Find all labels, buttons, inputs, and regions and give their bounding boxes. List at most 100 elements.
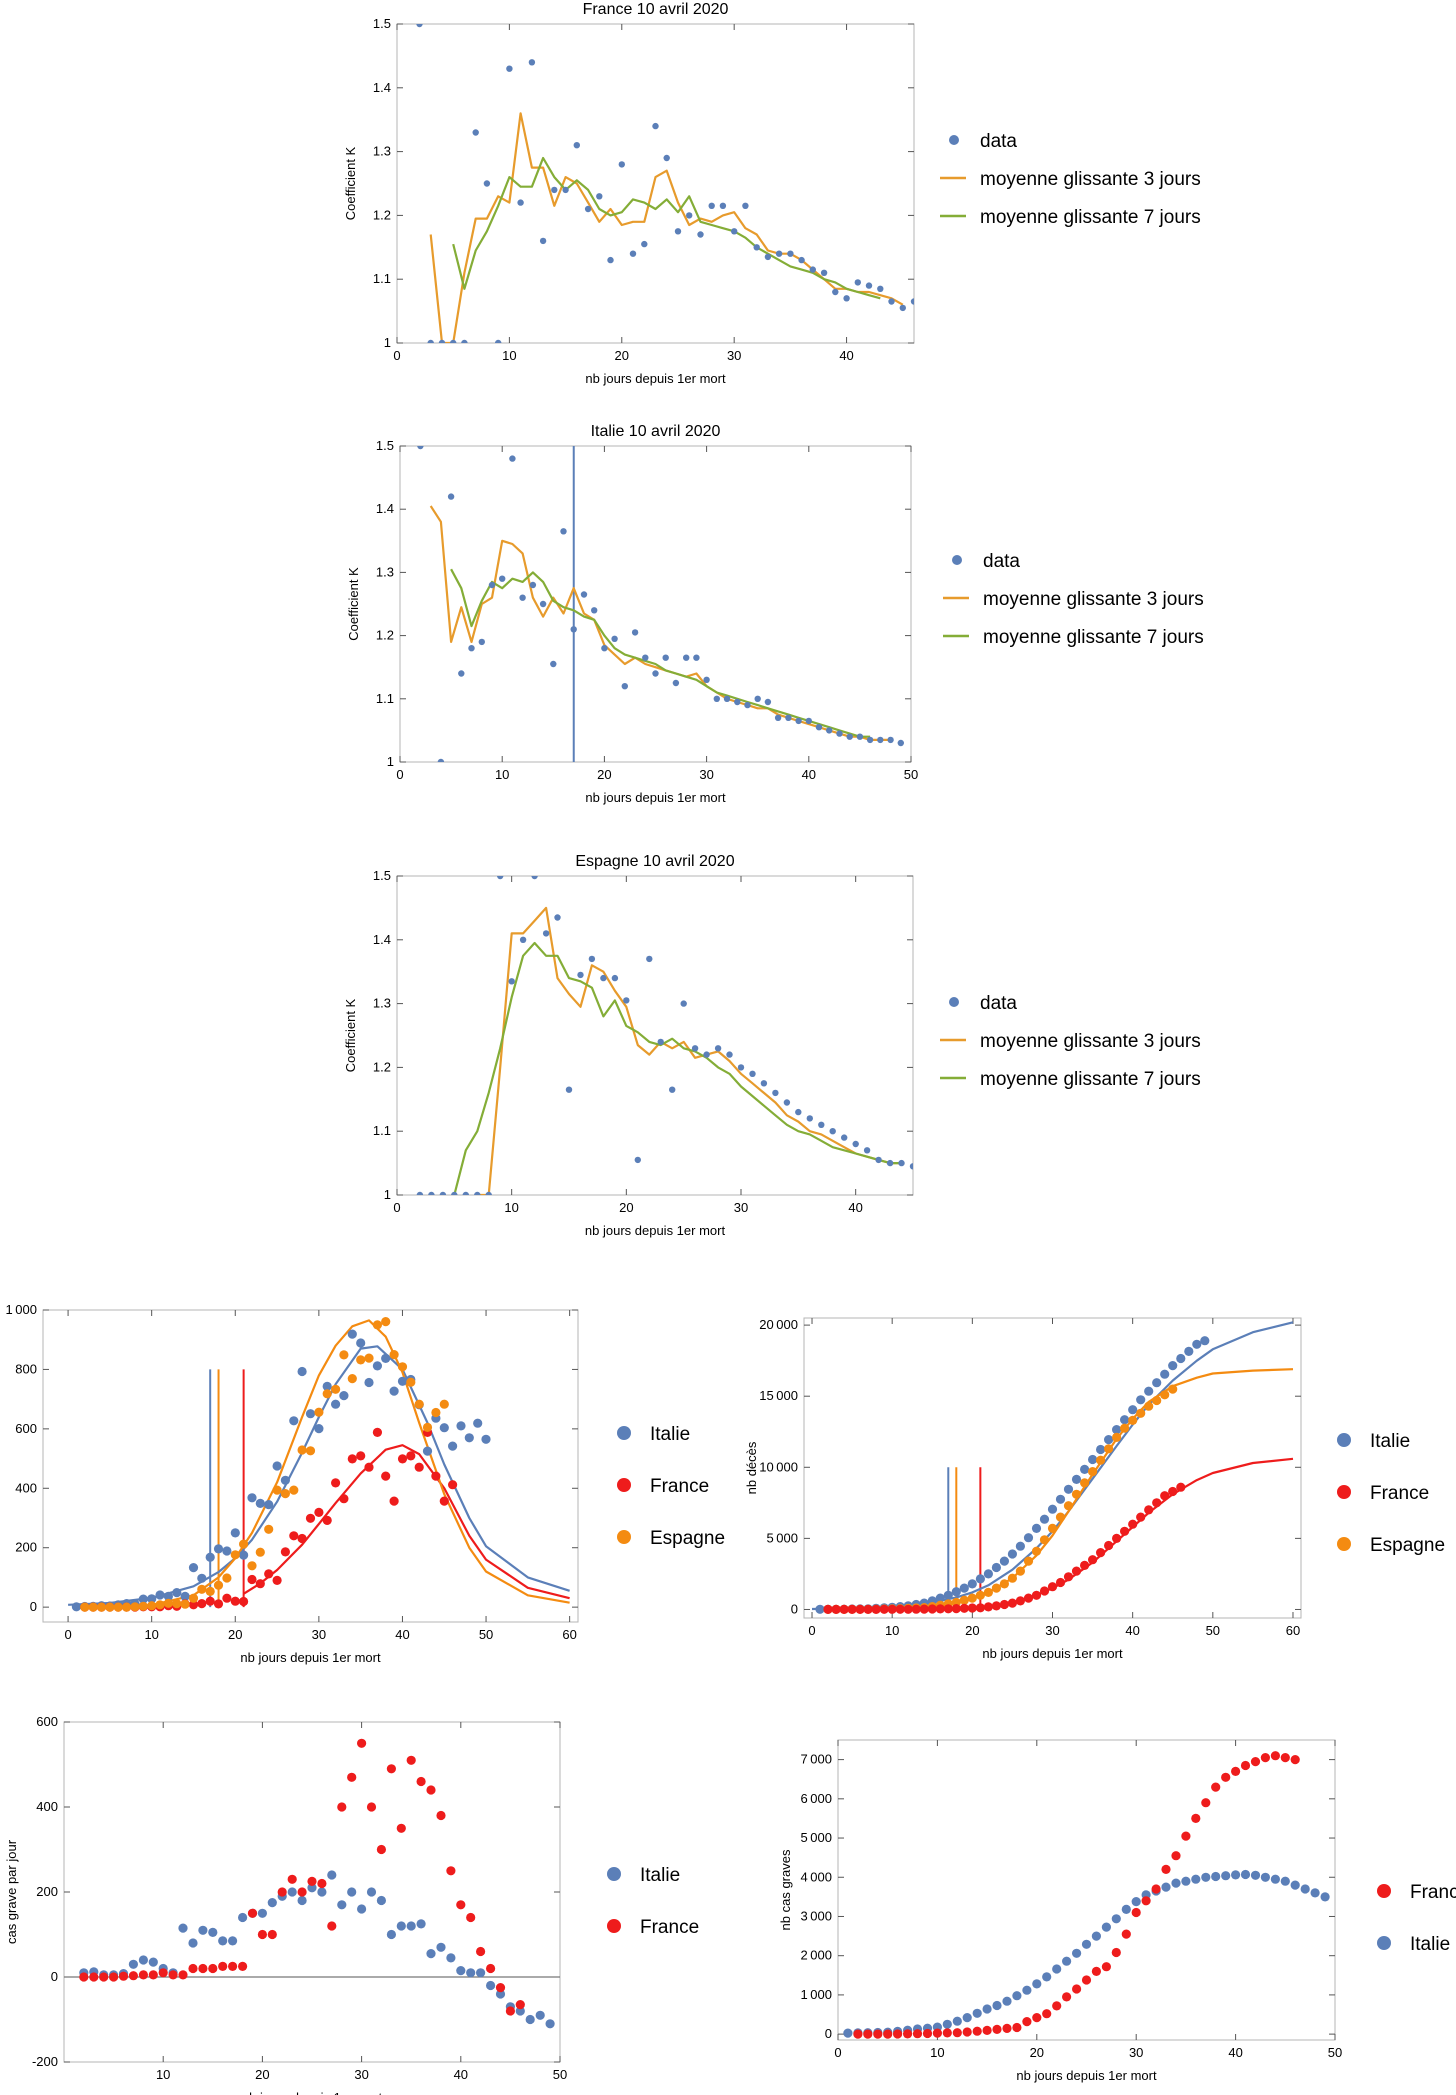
data-point-data — [631, 629, 639, 636]
y-tick-label: 600 — [36, 1714, 58, 1729]
data-point-france — [1032, 2013, 1042, 2023]
data-point-france — [158, 1968, 168, 1978]
data-point-italie — [1039, 1514, 1050, 1524]
data-point-france — [1096, 1548, 1106, 1558]
data-point-espagne — [967, 1593, 977, 1603]
data-point-espagne — [372, 1320, 382, 1330]
data-point-espagne — [147, 1601, 157, 1611]
data-point-france — [267, 1929, 277, 1940]
legend-swatch-france — [607, 1919, 621, 1933]
data-point-france — [439, 1496, 449, 1506]
data-point-italie — [439, 1423, 449, 1433]
plot-frame — [42, 1309, 579, 1623]
data-point-data — [601, 645, 608, 652]
data-point-france — [962, 2027, 972, 2037]
data-point-france — [903, 1604, 913, 1614]
data-point-data — [697, 231, 704, 238]
data-point-france — [205, 1596, 215, 1606]
data-point-france — [307, 1876, 317, 1886]
data-point-italie — [1091, 1931, 1101, 1941]
data-point-data — [509, 455, 516, 462]
data-point-italie — [297, 1366, 307, 1377]
data-point-italie — [238, 1912, 248, 1923]
data-point-data — [683, 654, 690, 661]
legend-swatch-france — [1377, 1884, 1391, 1898]
data-point-france — [839, 1604, 849, 1614]
data-point-italie — [356, 1338, 366, 1348]
data-point-france — [366, 1802, 377, 1812]
y-tick-label: 600 — [15, 1421, 37, 1436]
data-point-france — [79, 1972, 89, 1982]
data-point-italie — [1171, 1878, 1181, 1888]
data-point-france — [1231, 1766, 1241, 1776]
data-point-france — [903, 2029, 913, 2039]
data-point-data — [519, 936, 527, 943]
data-point-france — [178, 1970, 188, 1980]
data-point-espagne — [1168, 1384, 1178, 1394]
data-point-data — [554, 914, 561, 921]
data-point-italie — [239, 1550, 249, 1560]
data-point-france — [188, 1600, 199, 1610]
data-point-data — [760, 1080, 768, 1087]
data-point-italie — [967, 1579, 977, 1589]
data-point-france — [1002, 2023, 1012, 2033]
x-axis-label: nb jours depuis 1er mort — [585, 790, 726, 805]
chart-france-k: 0 10 20 30 40 1 1.1 1.2 1.3 1.4 1.5 France 10 avril… — [343, 1, 1201, 386]
data-point-france — [863, 2029, 873, 2039]
data-point-italie — [1072, 1948, 1082, 1958]
data-point-italie — [1270, 1874, 1280, 1884]
data-point-data — [584, 205, 592, 213]
data-point-france — [1280, 1753, 1290, 1763]
data-point-espagne — [381, 1317, 391, 1327]
data-point-data — [474, 1191, 481, 1195]
x-tick-label: 40 — [839, 348, 853, 363]
data-point-france — [317, 1878, 327, 1889]
series-line-ma7 — [453, 941, 902, 1195]
y-axis-label: Coefficient K — [343, 998, 358, 1072]
y-tick-label: 5 000 — [766, 1530, 798, 1545]
data-point-italie — [959, 1583, 969, 1593]
data-point-france — [257, 1929, 267, 1940]
data-point-france — [239, 1596, 249, 1607]
data-point-france — [967, 1603, 977, 1613]
data-point-data — [458, 670, 465, 677]
y-tick-label: 1.3 — [373, 144, 391, 159]
data-point-france — [331, 1478, 341, 1488]
y-tick-label: 1.5 — [373, 868, 391, 883]
plot-frame — [803, 1317, 1302, 1619]
data-point-france — [952, 2028, 962, 2038]
data-point-france — [222, 1593, 232, 1603]
data-point-france — [893, 2029, 903, 2039]
data-point-data — [646, 955, 653, 963]
x-tick-label: 40 — [454, 2067, 468, 2082]
data-point-italie — [525, 2014, 535, 2025]
data-point-espagne — [959, 1595, 969, 1605]
data-point-italie — [982, 2004, 992, 2014]
x-tick-label: 0 — [834, 2045, 841, 2060]
data-point-italie — [1131, 1897, 1141, 1907]
data-point-france — [386, 1764, 396, 1774]
data-point-france — [847, 1604, 857, 1614]
legend-label-ma3: moyenne glissante 3 jours — [980, 1031, 1201, 1052]
data-point-france — [1201, 1798, 1211, 1808]
data-point-espagne — [364, 1353, 374, 1363]
data-point-data — [820, 269, 828, 276]
data-point-italie — [218, 1936, 228, 1946]
data-point-italie — [1101, 1922, 1111, 1932]
y-tick-label: 1.4 — [373, 932, 391, 947]
data-point-italie — [1104, 1435, 1114, 1445]
data-point-france — [381, 1471, 391, 1481]
y-tick-label: 5 000 — [800, 1830, 832, 1845]
data-point-data — [495, 339, 502, 343]
data-point-data — [753, 244, 760, 251]
data-point-italie — [305, 1409, 316, 1419]
data-point-espagne — [1039, 1535, 1050, 1545]
data-point-data — [806, 1115, 813, 1122]
x-tick-label: 40 — [395, 1627, 409, 1642]
data-point-data — [723, 695, 731, 702]
x-tick-label: 20 — [228, 1627, 242, 1642]
data-point-france — [975, 1603, 986, 1613]
data-point-data — [623, 997, 630, 1004]
data-point-italie — [372, 1361, 382, 1371]
